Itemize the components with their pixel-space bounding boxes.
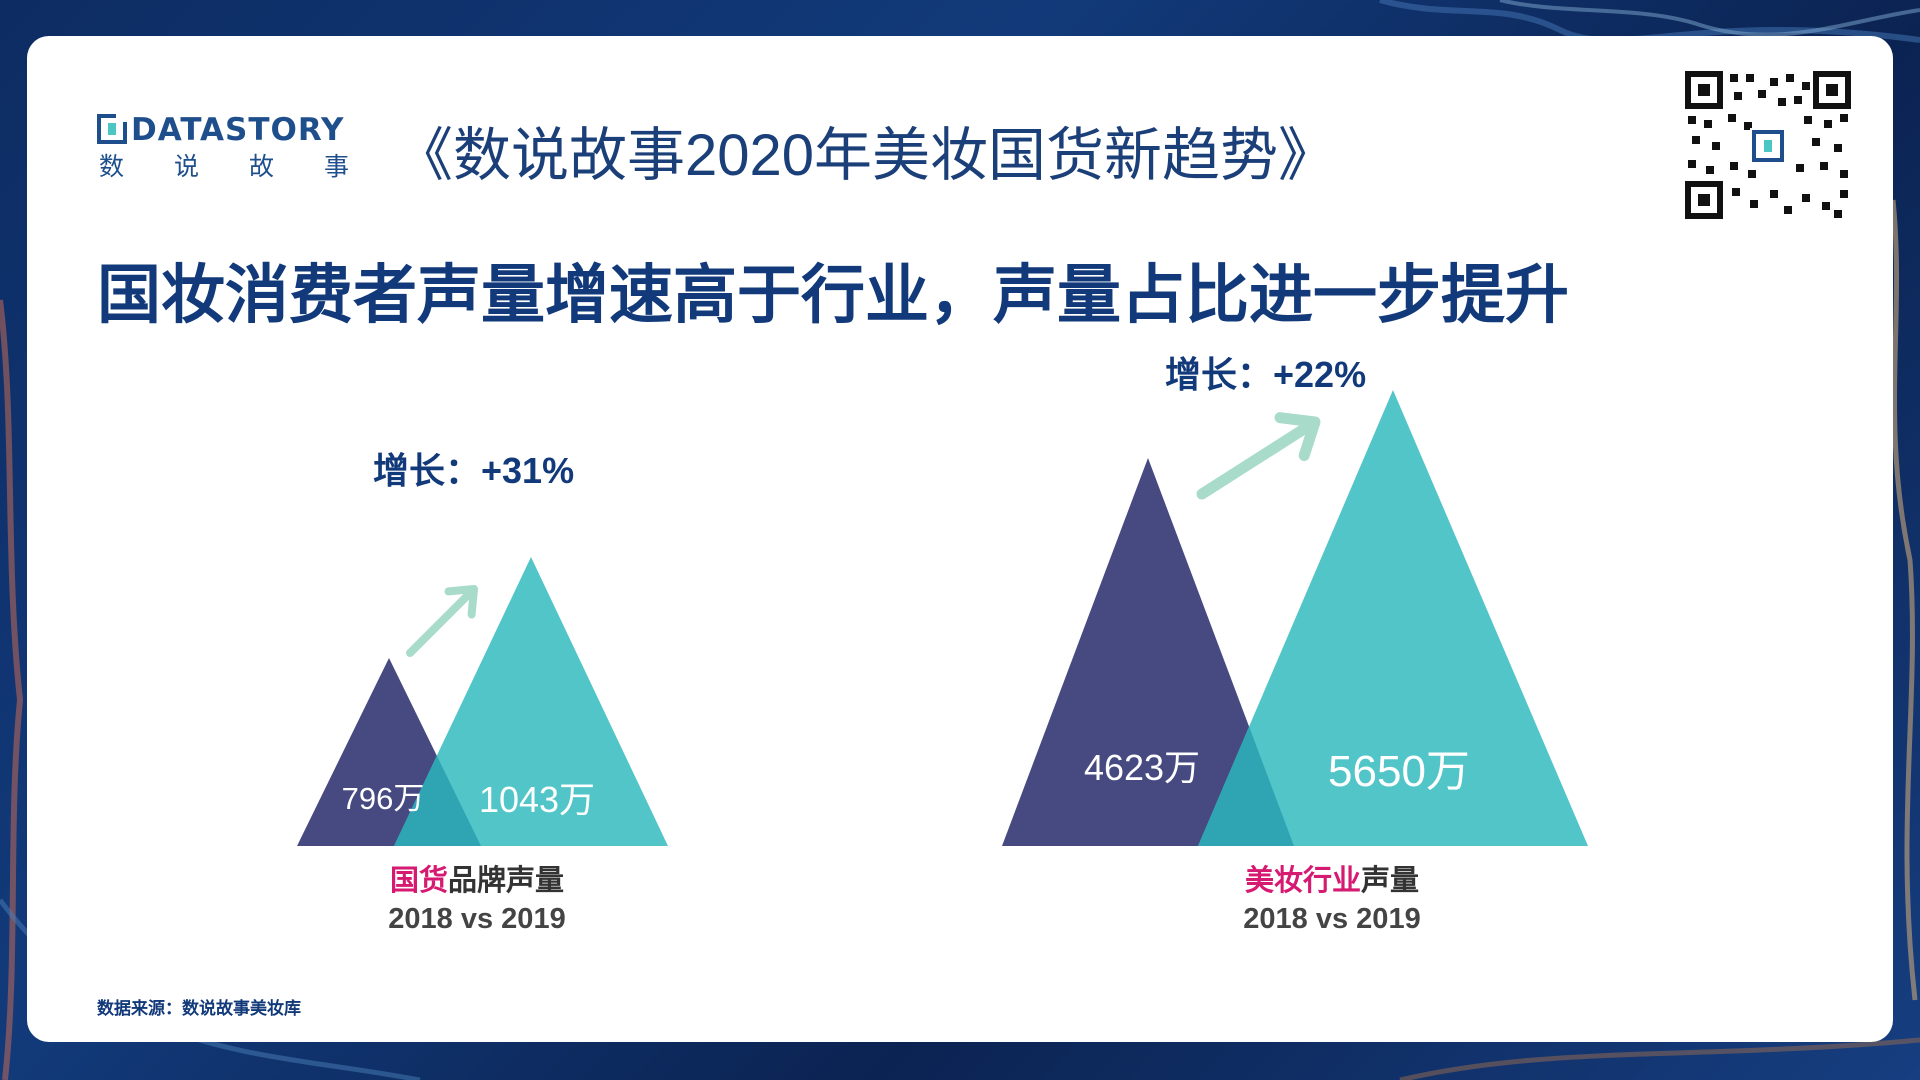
- logo-chinese-text: 数 说 故 事: [99, 153, 349, 181]
- caption-years: 2018 vs 2019: [388, 903, 566, 935]
- growth-arrow-icon-industry: [1196, 412, 1321, 500]
- caption-domestic: 国货品牌声量 2018 vs 2019: [277, 862, 677, 938]
- caption-highlight: 美妆行业: [1244, 865, 1361, 897]
- growth-arrow-icon-domestic: [406, 585, 478, 657]
- mountain-2019-domestic: [394, 557, 668, 846]
- report-title: 《数说故事2020年美妆国货新趋势》: [395, 123, 1337, 188]
- overlap-domestic: [394, 755, 481, 846]
- qr-code-icon: [1684, 70, 1852, 220]
- data-source: 数据来源：数说故事美妆库: [97, 999, 301, 1018]
- overlap-industry: [1198, 726, 1294, 846]
- growth-label-industry: 增长：+22%: [1165, 354, 1367, 395]
- mountain-2018-industry: [1002, 458, 1294, 846]
- growth-label-domestic: 增长：+31%: [373, 450, 575, 491]
- data-label-2018-industry: 4623万: [1084, 747, 1200, 788]
- data-label-2019-industry: 5650万: [1328, 747, 1470, 796]
- slide-card: DATASTORY 数 说 故 事 《数说故事2020年美妆国货新趋势》: [27, 36, 1893, 1042]
- datastory-logo: DATASTORY 数 说 故 事: [97, 114, 367, 224]
- caption-highlight: 国货: [389, 865, 448, 897]
- mountain-2019-industry: [1198, 390, 1588, 846]
- data-label-2019-domestic: 1043万: [479, 779, 595, 820]
- headline: 国妆消费者声量增速高于行业，声量占比进一步提升: [97, 259, 1569, 331]
- logo-english-text: DATASTORY: [131, 112, 345, 148]
- caption-industry: 美妆行业声量 2018 vs 2019: [1132, 862, 1532, 938]
- logo-mark-icon: [97, 114, 127, 144]
- caption-rest: 声量: [1361, 865, 1420, 897]
- mountain-chart: 796万 1043万 4623万 5650万: [297, 390, 1588, 846]
- data-label-2018-domestic: 796万: [342, 781, 425, 816]
- caption-years: 2018 vs 2019: [1243, 903, 1421, 935]
- caption-rest: 品牌声量: [448, 865, 565, 897]
